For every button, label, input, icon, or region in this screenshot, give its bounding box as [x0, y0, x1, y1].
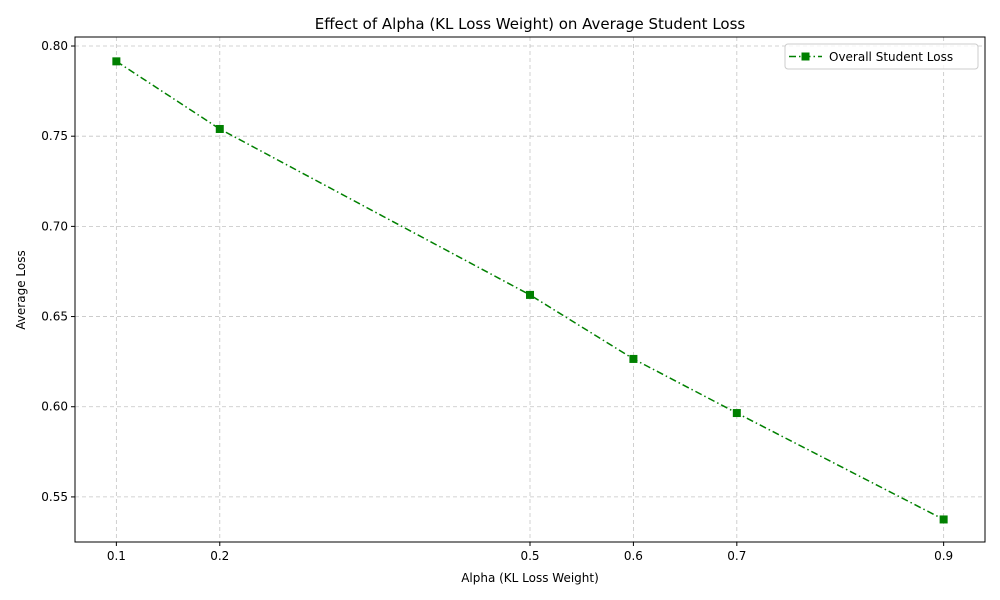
x-tick-label: 0.9 — [934, 549, 953, 563]
y-axis: 0.55 0.60 0.65 0.70 0.75 0.80 — [41, 39, 75, 504]
y-axis-label: Average Loss — [14, 250, 28, 329]
legend-marker-square — [801, 52, 810, 61]
x-tick-label: 0.7 — [727, 549, 746, 563]
x-tick-label: 0.2 — [210, 549, 229, 563]
data-point-marker — [629, 354, 638, 363]
data-point-marker — [526, 290, 534, 299]
data-point-marker — [215, 124, 224, 133]
data-point-marker — [112, 57, 121, 66]
x-axis-label: Alpha (KL Loss Weight) — [461, 571, 599, 585]
y-tick-label: 0.75 — [41, 129, 68, 143]
chart-title: Effect of Alpha (KL Loss Weight) on Aver… — [315, 15, 746, 33]
legend: Overall Student Loss — [784, 43, 979, 70]
x-tick-label: 0.5 — [520, 549, 539, 563]
legend-label: Overall Student Loss — [829, 50, 953, 64]
y-tick-label: 0.65 — [41, 310, 68, 324]
y-tick-label: 0.70 — [41, 219, 68, 233]
data-point-marker — [939, 515, 948, 524]
y-tick-label: 0.80 — [41, 39, 68, 53]
x-axis: 0.1 0.2 0.5 0.6 0.7 0.9 — [107, 542, 953, 563]
x-tick-label: 0.6 — [624, 549, 643, 563]
grid-lines — [75, 37, 985, 542]
series-line — [115, 60, 944, 521]
y-tick-label: 0.55 — [41, 490, 68, 504]
x-tick-label: 0.1 — [107, 549, 126, 563]
data-series — [112, 57, 948, 524]
legend-box — [784, 43, 979, 70]
data-point-marker — [732, 409, 741, 418]
y-tick-label: 0.60 — [41, 400, 68, 414]
